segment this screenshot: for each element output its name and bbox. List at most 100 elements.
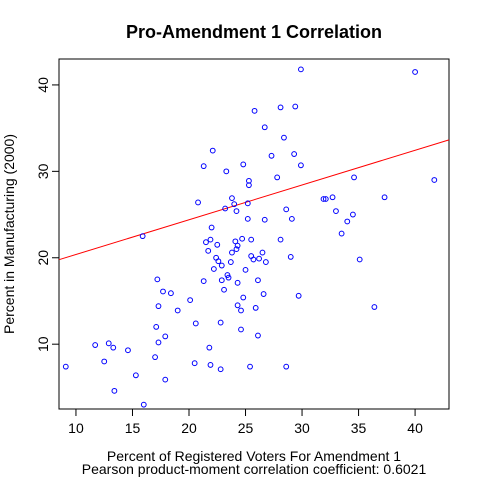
chart-title: Pro-Amendment 1 Correlation [126,22,382,42]
data-point [322,196,329,202]
data-point [239,235,246,242]
data-point [244,215,251,222]
chart-subtitle: Pearson product-moment correlation coeff… [82,461,427,477]
data-point [234,279,241,286]
data-point [233,208,240,214]
data-point [381,194,388,201]
data-point [283,206,290,213]
data-point [140,401,147,408]
data-point [291,151,298,157]
data-point [110,344,117,351]
y-axis-label: Percent in Manufacturing (2000) [1,134,17,334]
data-point [209,147,216,154]
data-point [208,224,215,231]
data-point [206,344,213,351]
data-point [215,258,222,265]
data-point [153,324,160,330]
data-point [210,266,217,272]
data-point [431,177,438,183]
data-point [162,376,169,383]
data-point [233,246,240,253]
data-point [252,304,259,311]
data-point [238,326,244,333]
data-point [277,236,284,243]
y-tick-label: 30 [35,163,51,179]
data-point [256,255,262,262]
data-point [162,333,169,340]
data-point [246,177,252,184]
data-point [111,387,118,394]
data-point [168,290,174,297]
data-point [152,354,158,361]
x-tick-label: 20 [181,420,197,436]
data-point [412,69,418,75]
data-point [225,274,232,281]
data-point [203,239,209,246]
data-point [222,205,229,212]
data-point [191,360,198,367]
data-point [139,233,146,240]
data-point [268,152,275,159]
x-tick-label: 30 [294,420,310,436]
data-point [288,215,295,222]
data-point [333,208,339,214]
x-tick-label: 15 [125,420,141,436]
data-point [217,366,224,373]
data-point [255,332,261,339]
data-point [244,200,251,207]
data-point [192,320,199,327]
data-point [101,358,108,365]
data-point [217,319,224,326]
data-point [234,302,241,309]
data-point [262,259,269,265]
data-point [259,249,266,256]
data-point [242,266,249,273]
data-point [338,230,345,237]
data-point [187,297,194,304]
data-point [329,194,336,201]
data-point [240,161,247,168]
data-point [218,262,225,269]
plot-frame [58,58,450,410]
data-point [281,134,287,141]
x-tick-label: 40 [407,420,423,436]
data-point [155,339,162,346]
y-tick-label: 40 [35,77,51,93]
data-point [350,211,356,218]
data-point [227,259,234,265]
data-point [371,304,378,310]
data-point [238,307,244,314]
data-point [160,288,166,295]
data-point [174,307,181,314]
x-axis-label: Percent of Registered Voters For Amendme… [107,448,401,464]
data-point [195,199,201,206]
x-tick-label: 25 [238,420,254,436]
data-point [218,277,225,284]
data-point [207,236,214,243]
data-point [298,162,304,169]
data-point [351,174,357,181]
data-point [229,249,235,256]
data-point [261,124,268,131]
data-point [240,294,247,301]
data-point [232,238,239,245]
data-point [229,195,235,202]
regression-line-group [58,139,450,261]
data-point [207,362,214,368]
data-point [292,103,299,110]
data-point [231,201,238,208]
data-point [344,218,351,225]
data-point [155,303,162,310]
data-point [255,277,261,284]
data-point [205,247,212,254]
data-point [283,363,290,370]
data-point [320,196,327,202]
data-point [234,242,241,249]
y-tick-label: 20 [35,250,51,266]
data-point [223,168,230,175]
x-axis: 10 15 20 25 30 35 40 [68,408,423,436]
data-point [298,66,304,73]
data-point [214,241,221,248]
data-point [221,286,227,293]
data-point [105,340,112,347]
